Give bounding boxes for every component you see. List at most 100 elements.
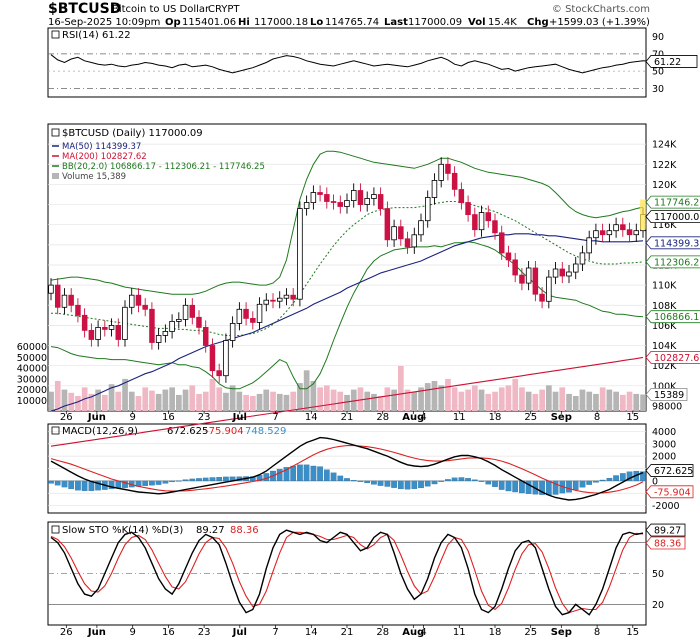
volume-bar bbox=[68, 392, 75, 411]
candle-body bbox=[478, 212, 485, 231]
macd-hist-bar bbox=[337, 475, 344, 481]
macd-hist-bar bbox=[115, 480, 122, 489]
volume-bar bbox=[276, 393, 283, 411]
candle-body bbox=[404, 238, 411, 248]
macd-hist-bar bbox=[545, 480, 552, 496]
candle-body bbox=[579, 252, 586, 265]
symbol-name: Bitcoin to US Dollar bbox=[112, 4, 210, 15]
macd-last-value-box bbox=[645, 464, 694, 477]
candle-body bbox=[337, 202, 343, 207]
macd-hist-bar bbox=[81, 480, 88, 491]
candle-body bbox=[128, 294, 135, 308]
candle-body bbox=[149, 308, 155, 343]
x-label-sto-4: 23 bbox=[198, 627, 211, 638]
macd-tick-4: 0 bbox=[652, 476, 658, 487]
candle-body bbox=[48, 284, 54, 294]
macd-legend-title: MACD(12,26,9) bbox=[62, 426, 138, 437]
volume-bar bbox=[54, 381, 61, 411]
volume-bar bbox=[135, 396, 142, 411]
x-label-sto-15: Sep bbox=[551, 627, 572, 638]
volume-bar bbox=[431, 381, 438, 411]
volume-bar bbox=[485, 393, 492, 411]
x-label-price-1: Jun bbox=[87, 412, 106, 423]
macd-hist-bar bbox=[364, 480, 371, 484]
volume-bar bbox=[176, 394, 182, 411]
candle-body bbox=[303, 202, 310, 209]
macd-hist-bar bbox=[539, 480, 545, 495]
bb-upper-value-box bbox=[645, 195, 700, 209]
candle-body bbox=[250, 317, 256, 323]
volume-bar bbox=[189, 385, 196, 411]
quote-high-label: Hi bbox=[238, 17, 250, 28]
price-tick-13: 124K bbox=[652, 140, 677, 151]
candle-body bbox=[613, 224, 619, 232]
candle-body bbox=[438, 163, 444, 181]
macd-hist-bar bbox=[209, 477, 216, 481]
last-price-value-box bbox=[645, 210, 700, 224]
last-candle-highlight bbox=[640, 199, 647, 230]
macd-hist-bar bbox=[344, 478, 350, 482]
volume-bar bbox=[424, 383, 431, 411]
sto-k-last-value: 89.27 bbox=[654, 526, 681, 537]
macd-hist-bar bbox=[189, 478, 196, 482]
macd-tick-2: 2000 bbox=[652, 452, 676, 463]
x-label-sto-3: 16 bbox=[162, 627, 175, 638]
candle-body bbox=[202, 326, 209, 346]
macd-hist-bar bbox=[619, 473, 626, 481]
candle-body bbox=[135, 294, 142, 306]
macd-hist-bar bbox=[283, 467, 290, 482]
volume-bar bbox=[633, 393, 640, 411]
macd-line bbox=[50, 436, 644, 501]
candle-body bbox=[122, 306, 128, 340]
candle-body bbox=[108, 324, 115, 330]
symbol-title: $BTCUSD bbox=[48, 1, 121, 17]
x-label-sto-9: 28 bbox=[376, 627, 389, 638]
candle-body bbox=[424, 197, 431, 222]
candle-body bbox=[350, 190, 357, 202]
macd-hist-last-value: -75.904 bbox=[654, 487, 691, 498]
macd-hist-bar bbox=[599, 479, 606, 482]
price-tick-3: 104K bbox=[652, 341, 677, 352]
x-label-sto-6: 7 bbox=[272, 627, 278, 638]
candle-body bbox=[492, 220, 498, 234]
macd-hist-bar bbox=[613, 475, 619, 481]
macd-hist-last-value-box bbox=[645, 485, 694, 499]
candle-body bbox=[229, 322, 236, 341]
volume-bar bbox=[572, 396, 579, 411]
macd-tick-1: 3000 bbox=[652, 439, 676, 450]
volume-bar bbox=[236, 391, 243, 411]
quote-line: 16-Sep-2025 10:09pm Op 115401.06 Hi 1170… bbox=[48, 17, 650, 28]
candle-body bbox=[209, 345, 216, 372]
volume-bar bbox=[599, 387, 606, 411]
candle-body bbox=[539, 293, 545, 302]
watermark: © StockCharts.com bbox=[552, 4, 650, 15]
price-legend-ma50: MA(50) 114399.37 bbox=[62, 142, 141, 152]
candle-body bbox=[55, 284, 61, 308]
macd-hist-bar bbox=[404, 480, 411, 490]
volume-bar bbox=[512, 378, 519, 411]
macd-hist-bar bbox=[492, 480, 498, 487]
rsi-tick-2: 50 bbox=[652, 67, 664, 78]
ma50-value-box bbox=[645, 236, 700, 250]
quote-chg-label: Chg bbox=[527, 17, 549, 28]
ma50-value: 114399.37 bbox=[654, 238, 700, 249]
volume-tick-0: 10000 bbox=[17, 396, 47, 407]
candle-body bbox=[546, 276, 552, 302]
candle-body bbox=[559, 268, 566, 277]
volume-bar bbox=[209, 378, 216, 411]
axis-layer: 9070503061.2298000100K102K104K106K108K11… bbox=[17, 32, 700, 638]
macd-hist-bar bbox=[505, 480, 512, 492]
candle-body bbox=[324, 194, 330, 202]
sto-k-line bbox=[50, 529, 644, 616]
x-label-price-13: 18 bbox=[489, 412, 502, 423]
candle-body bbox=[364, 198, 370, 205]
x-label-price-0: 26 bbox=[60, 412, 73, 423]
volume-bar bbox=[290, 391, 297, 411]
candle-body bbox=[196, 316, 202, 328]
volume-bar bbox=[364, 391, 371, 411]
volume-value-box bbox=[645, 388, 688, 401]
price-legend-bb: BB(20,2.0) 106866.17 - 112306.21 - 11774… bbox=[62, 162, 265, 172]
macd-hist-bar bbox=[330, 472, 337, 481]
macd-hist-bar bbox=[54, 480, 61, 486]
macd-hist-bar bbox=[323, 469, 330, 481]
